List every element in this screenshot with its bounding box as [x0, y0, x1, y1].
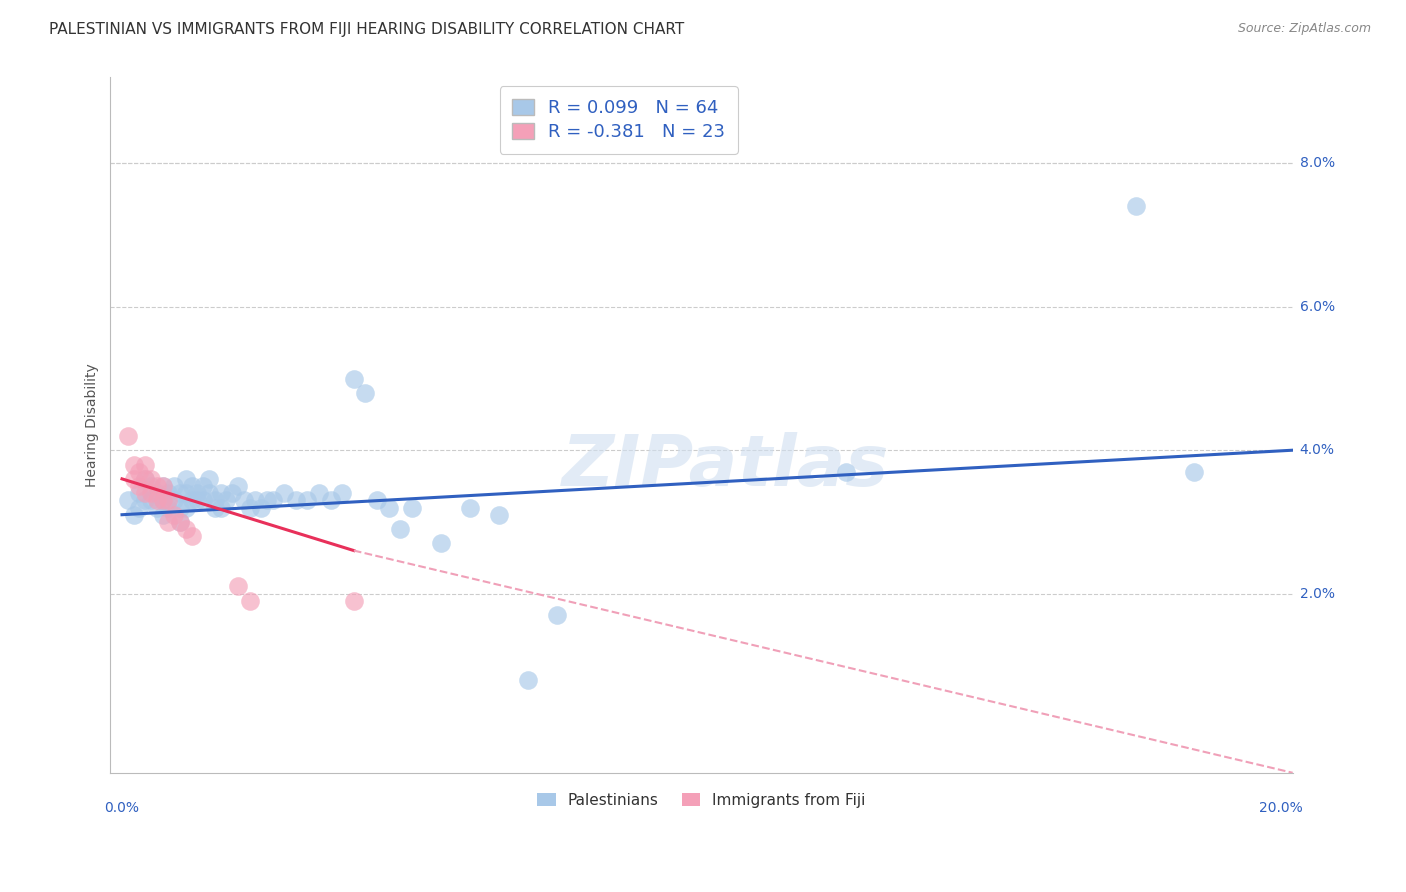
- Point: [226, 479, 249, 493]
- Text: 8.0%: 8.0%: [1299, 156, 1334, 170]
- Point: [157, 493, 180, 508]
- Point: [122, 472, 145, 486]
- Point: [256, 493, 278, 508]
- Point: [157, 515, 180, 529]
- Point: [198, 486, 221, 500]
- Text: 2.0%: 2.0%: [1299, 587, 1334, 600]
- Point: [1182, 465, 1205, 479]
- Text: 4.0%: 4.0%: [1299, 443, 1334, 458]
- Point: [169, 486, 191, 500]
- Point: [152, 479, 174, 493]
- Legend: Palestinians, Immigrants from Fiji: Palestinians, Immigrants from Fiji: [531, 787, 872, 814]
- Point: [209, 486, 232, 500]
- Point: [238, 500, 260, 515]
- Point: [146, 486, 169, 500]
- Text: Source: ZipAtlas.com: Source: ZipAtlas.com: [1237, 22, 1371, 36]
- Point: [163, 479, 186, 493]
- Point: [232, 493, 254, 508]
- Point: [209, 500, 232, 515]
- Point: [429, 536, 451, 550]
- Point: [139, 479, 162, 493]
- Point: [354, 385, 377, 400]
- Y-axis label: Hearing Disability: Hearing Disability: [86, 363, 100, 487]
- Text: 20.0%: 20.0%: [1260, 800, 1303, 814]
- Text: ZIPatlas: ZIPatlas: [561, 433, 889, 501]
- Text: PALESTINIAN VS IMMIGRANTS FROM FIJI HEARING DISABILITY CORRELATION CHART: PALESTINIAN VS IMMIGRANTS FROM FIJI HEAR…: [49, 22, 685, 37]
- Point: [180, 493, 202, 508]
- Point: [835, 465, 858, 479]
- Point: [157, 486, 180, 500]
- Point: [191, 493, 214, 508]
- Point: [134, 472, 156, 486]
- Point: [377, 500, 399, 515]
- Point: [204, 500, 226, 515]
- Point: [169, 500, 191, 515]
- Point: [174, 472, 197, 486]
- Point: [488, 508, 510, 522]
- Point: [180, 479, 202, 493]
- Point: [146, 493, 169, 508]
- Point: [204, 493, 226, 508]
- Point: [152, 493, 174, 508]
- Point: [343, 371, 366, 385]
- Point: [226, 579, 249, 593]
- Point: [169, 515, 191, 529]
- Point: [389, 522, 412, 536]
- Point: [308, 486, 330, 500]
- Point: [516, 673, 538, 687]
- Point: [191, 479, 214, 493]
- Point: [134, 493, 156, 508]
- Point: [128, 500, 150, 515]
- Point: [546, 608, 568, 623]
- Point: [128, 479, 150, 493]
- Point: [250, 500, 273, 515]
- Point: [139, 472, 162, 486]
- Point: [319, 493, 342, 508]
- Point: [152, 508, 174, 522]
- Text: 6.0%: 6.0%: [1299, 300, 1334, 314]
- Point: [458, 500, 481, 515]
- Point: [139, 493, 162, 508]
- Point: [152, 493, 174, 508]
- Point: [198, 472, 221, 486]
- Point: [401, 500, 423, 515]
- Point: [134, 472, 156, 486]
- Point: [343, 593, 366, 607]
- Point: [174, 486, 197, 500]
- Point: [163, 508, 186, 522]
- Point: [262, 493, 284, 508]
- Point: [117, 493, 139, 508]
- Point: [122, 458, 145, 472]
- Point: [245, 493, 267, 508]
- Point: [134, 458, 156, 472]
- Point: [169, 515, 191, 529]
- Point: [186, 486, 208, 500]
- Point: [163, 493, 186, 508]
- Point: [180, 529, 202, 543]
- Point: [157, 500, 180, 515]
- Point: [215, 493, 238, 508]
- Point: [134, 486, 156, 500]
- Point: [174, 522, 197, 536]
- Point: [146, 500, 169, 515]
- Point: [284, 493, 307, 508]
- Point: [238, 593, 260, 607]
- Point: [117, 429, 139, 443]
- Point: [297, 493, 319, 508]
- Point: [128, 486, 150, 500]
- Point: [330, 486, 353, 500]
- Point: [128, 465, 150, 479]
- Point: [221, 486, 243, 500]
- Point: [273, 486, 295, 500]
- Point: [152, 479, 174, 493]
- Point: [174, 500, 197, 515]
- Text: 0.0%: 0.0%: [104, 800, 139, 814]
- Point: [146, 479, 169, 493]
- Point: [186, 493, 208, 508]
- Point: [122, 508, 145, 522]
- Point: [139, 486, 162, 500]
- Point: [1125, 199, 1147, 213]
- Point: [366, 493, 388, 508]
